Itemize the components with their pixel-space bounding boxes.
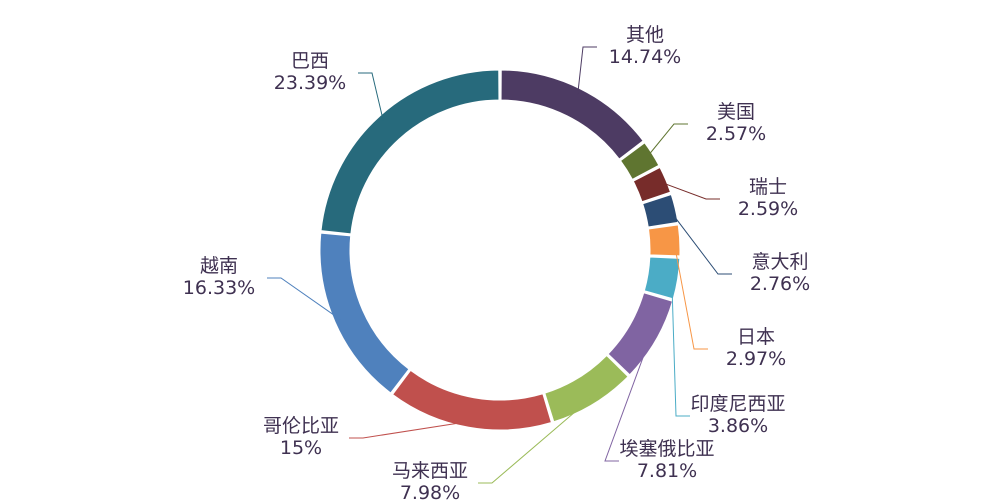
slice-label-7: 埃塞俄比亚 xyxy=(619,438,714,460)
slice-3 xyxy=(632,166,672,203)
leader-line-1 xyxy=(577,46,597,95)
leader-line-11 xyxy=(358,72,384,122)
slice-2 xyxy=(619,142,660,181)
slice-label-1: 其他 xyxy=(626,24,664,46)
slice-value-6: 3.86% xyxy=(708,415,768,437)
leader-line-7 xyxy=(604,337,651,462)
slice-label-6: 印度尼西亚 xyxy=(690,393,785,415)
slice-label-9: 哥伦比亚 xyxy=(263,415,339,437)
leader-line-9 xyxy=(349,420,470,439)
slice-value-10: 16.33% xyxy=(183,277,255,299)
slice-value-8: 7.98% xyxy=(400,482,460,500)
slice-value-5: 2.97% xyxy=(726,348,786,370)
leader-line-8 xyxy=(478,398,591,484)
leader-line-2 xyxy=(646,123,688,158)
leader-line-4 xyxy=(668,209,732,275)
slice-value-7: 7.81% xyxy=(637,460,697,482)
slice-11 xyxy=(320,69,500,235)
slice-8 xyxy=(544,354,629,423)
slice-label-5: 日本 xyxy=(737,326,775,348)
leader-line-6 xyxy=(671,277,690,417)
slice-7 xyxy=(607,292,674,376)
slice-4 xyxy=(642,193,679,228)
slice-label-11: 巴西 xyxy=(291,50,329,72)
slice-6 xyxy=(643,256,681,300)
slice-value-4: 2.76% xyxy=(750,273,810,295)
slice-label-2: 美国 xyxy=(717,101,755,123)
slice-value-2: 2.57% xyxy=(706,123,766,145)
leader-line-3 xyxy=(659,181,720,200)
slice-label-4: 意大利 xyxy=(751,251,808,273)
slice-5 xyxy=(647,224,681,257)
slice-label-8: 马来西亚 xyxy=(392,460,468,482)
slice-value-11: 23.39% xyxy=(274,72,346,94)
slice-value-3: 2.59% xyxy=(738,198,798,220)
slice-label-10: 越南 xyxy=(200,255,238,277)
slice-10 xyxy=(319,232,410,394)
slice-label-3: 瑞士 xyxy=(749,176,787,198)
leader-line-5 xyxy=(673,240,708,350)
slice-9 xyxy=(391,369,553,431)
slice-value-1: 14.74% xyxy=(609,46,681,68)
slice-1 xyxy=(500,69,644,160)
leader-line-10 xyxy=(267,277,341,321)
slices-group xyxy=(319,69,681,431)
leader-lines-group xyxy=(267,46,732,484)
slice-value-9: 15% xyxy=(280,437,322,459)
